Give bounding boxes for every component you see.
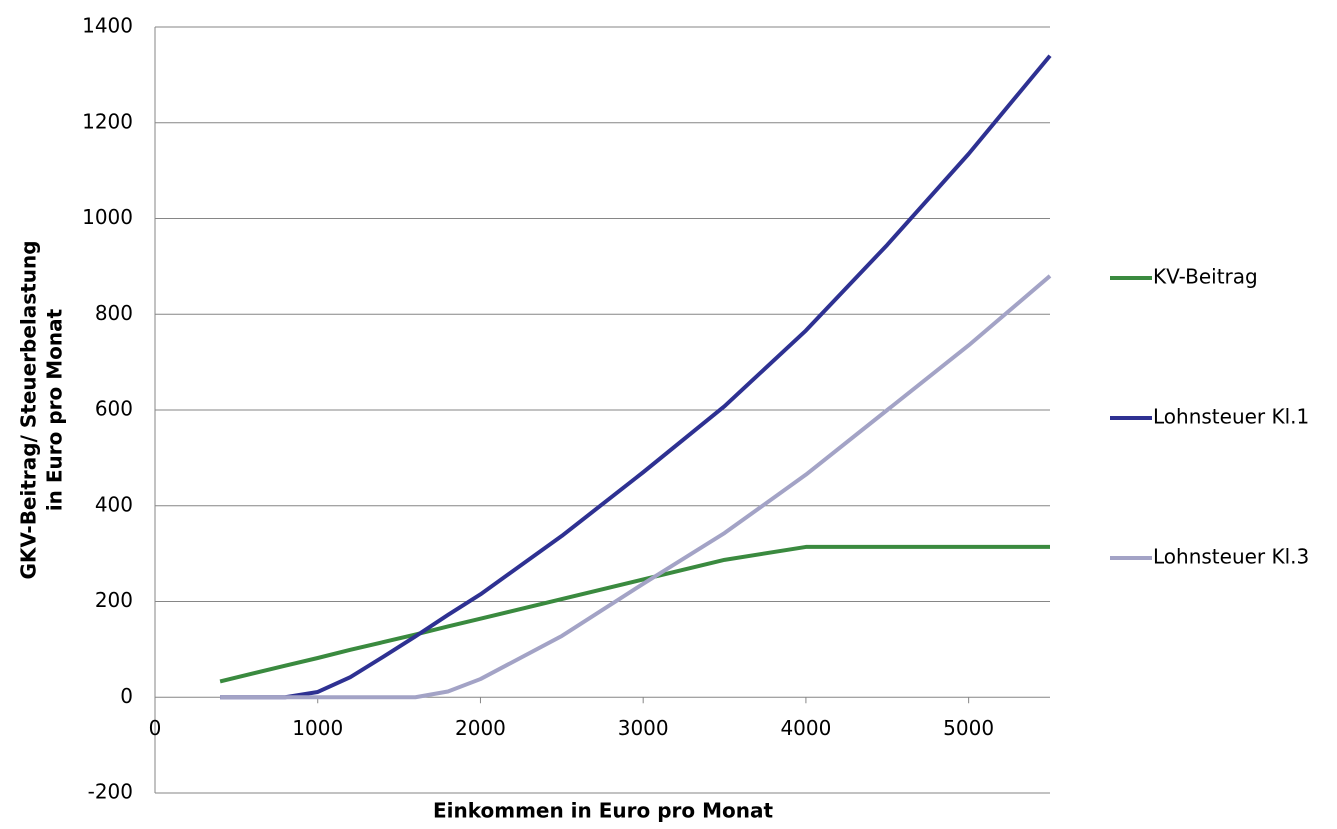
y-tick-label: -200 bbox=[88, 780, 133, 804]
y-axis-title: GKV-Beitrag/ Steuerbelastung bbox=[17, 240, 41, 579]
x-tick-label: 5000 bbox=[943, 716, 994, 740]
y-axis-title: in Euro pro Monat bbox=[43, 308, 67, 511]
y-tick-label: 1200 bbox=[82, 109, 133, 133]
legend-label: KV-Beitrag bbox=[1153, 265, 1258, 289]
x-tick-label: 0 bbox=[149, 716, 162, 740]
y-tick-label: 600 bbox=[95, 397, 133, 421]
y-tick-label: 200 bbox=[95, 588, 133, 612]
legend-label: Lohnsteuer Kl.3 bbox=[1153, 545, 1309, 569]
x-tick-label: 3000 bbox=[618, 716, 669, 740]
x-tick-label: 4000 bbox=[780, 716, 831, 740]
x-tick-label: 2000 bbox=[455, 716, 506, 740]
y-tick-label: 0 bbox=[120, 684, 133, 708]
legend-label: Lohnsteuer Kl.1 bbox=[1153, 405, 1309, 429]
y-tick-label: 400 bbox=[95, 492, 133, 516]
series-line bbox=[220, 54, 1052, 700]
y-tick-label: 800 bbox=[95, 301, 133, 325]
series-line bbox=[219, 544, 1050, 684]
y-tick-label: 1400 bbox=[82, 14, 133, 38]
x-tick-label: 1000 bbox=[292, 716, 343, 740]
series-line bbox=[220, 274, 1052, 700]
y-tick-label: 1000 bbox=[82, 205, 133, 229]
x-axis-title: Einkommen in Euro pro Monat bbox=[433, 799, 773, 823]
